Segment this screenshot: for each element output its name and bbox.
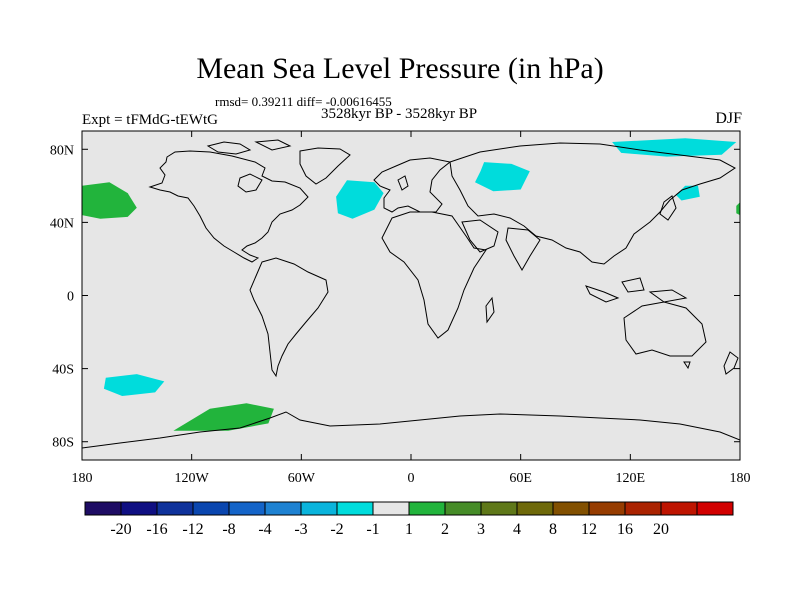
anomaly-region-amundsen-green xyxy=(173,403,274,431)
legend-label: 4 xyxy=(513,521,521,538)
coast-tasmania xyxy=(683,361,691,370)
coast-africa xyxy=(381,211,487,339)
legend-label: 20 xyxy=(653,521,669,538)
y-tick-label: 80S xyxy=(52,436,74,451)
anomaly-region-arctic-cyan xyxy=(612,138,737,157)
anomaly-region-dateline-east-green xyxy=(736,202,740,216)
legend-color-box xyxy=(480,501,518,516)
x-tick-label: 180 xyxy=(72,471,93,486)
axis-tick-labels: 180 120W 60W 0 60E 120E 180 80N 40N 0 40S 80S xyxy=(50,143,751,486)
legend-label: 2 xyxy=(441,521,449,538)
map-background xyxy=(82,131,740,460)
anomaly-region-north-pacific-green xyxy=(82,182,137,219)
axis-ticks xyxy=(81,131,741,460)
experiment-label: Expt = tFMdG-tEWtG xyxy=(82,112,218,128)
y-tick-label: 80N xyxy=(50,143,74,158)
legend-label: -3 xyxy=(294,521,307,538)
legend-color-box xyxy=(192,501,230,516)
coast-greenland xyxy=(299,147,351,185)
legend-color-box xyxy=(696,501,734,516)
legend-label: -8 xyxy=(222,521,235,538)
legend-label: 16 xyxy=(617,521,633,538)
y-tick-label: 40S xyxy=(52,363,74,378)
legend-color-box xyxy=(264,501,302,516)
coast-south-america xyxy=(249,257,329,378)
legend-color-box xyxy=(660,501,698,516)
x-tick-label: 120W xyxy=(175,471,210,486)
anomaly-region-kamchatka-cyan xyxy=(676,185,700,201)
coastlines xyxy=(82,139,740,449)
legend-label: 8 xyxy=(549,521,557,538)
coast-madagascar xyxy=(485,296,495,324)
color-legend-labels: -20 -16 -12 -8 -4 -3 -2 -1 1 2 3 4 8 12 16 20 xyxy=(110,521,669,538)
map-title: Mean Sea Level Pressure (in hPa) xyxy=(196,52,604,85)
color-legend xyxy=(84,501,734,516)
legend-color-box xyxy=(84,501,122,516)
coast-arabia xyxy=(461,219,499,253)
legend-color-box xyxy=(408,501,446,516)
coast-asia xyxy=(449,142,736,265)
coast-australia xyxy=(623,301,707,357)
y-tick-label: 40N xyxy=(50,216,74,231)
legend-color-box xyxy=(588,501,626,516)
legend-color-box xyxy=(552,501,590,516)
legend-color-box xyxy=(300,501,338,516)
coast-india xyxy=(505,227,541,272)
legend-color-box xyxy=(120,501,158,516)
anomaly-region-north-atlantic-cyan xyxy=(336,180,384,219)
y-tick-label: 0 xyxy=(67,290,74,305)
legend-color-box xyxy=(372,501,410,516)
legend-color-box xyxy=(624,501,662,516)
legend-label: 12 xyxy=(581,521,597,538)
anomaly-region-south-pacific-cyan xyxy=(103,374,165,396)
anomaly-region-barents-cyan xyxy=(475,162,530,192)
legend-label: 1 xyxy=(405,521,413,538)
coast-new-zealand xyxy=(723,351,739,375)
anomaly-regions xyxy=(82,138,740,431)
legend-color-box xyxy=(336,501,374,516)
legend-label: -4 xyxy=(258,521,271,538)
coast-hudson-bay xyxy=(237,173,263,193)
legend-color-box xyxy=(156,501,194,516)
legend-color-box xyxy=(516,501,554,516)
coast-japan xyxy=(659,195,677,221)
x-tick-label: 120E xyxy=(616,471,646,486)
coast-indonesia xyxy=(585,277,688,303)
x-tick-label: 60E xyxy=(509,471,532,486)
coast-british-isles xyxy=(397,175,409,191)
legend-color-box xyxy=(444,501,482,516)
legend-label: -2 xyxy=(330,521,343,538)
season-label: DJF xyxy=(715,110,742,127)
rmsd-diff-stats: rmsd= 0.39211 diff= -0.00616455 xyxy=(215,94,392,109)
coast-europe xyxy=(373,157,452,213)
legend-label: -12 xyxy=(182,521,203,538)
coast-north-america xyxy=(148,150,309,263)
coast-arctic-islands xyxy=(206,139,292,155)
legend-label: -1 xyxy=(366,521,379,538)
legend-label: -16 xyxy=(146,521,167,538)
legend-color-box xyxy=(228,501,266,516)
legend-label: -20 xyxy=(110,521,131,538)
time-period-label: 3528kyr BP - 3528kyr BP xyxy=(321,106,478,122)
x-tick-label: 0 xyxy=(408,471,415,486)
x-tick-label: 60W xyxy=(288,471,316,486)
x-tick-label: 180 xyxy=(730,471,751,486)
coast-antarctica xyxy=(82,411,740,449)
legend-label: 3 xyxy=(477,521,485,538)
